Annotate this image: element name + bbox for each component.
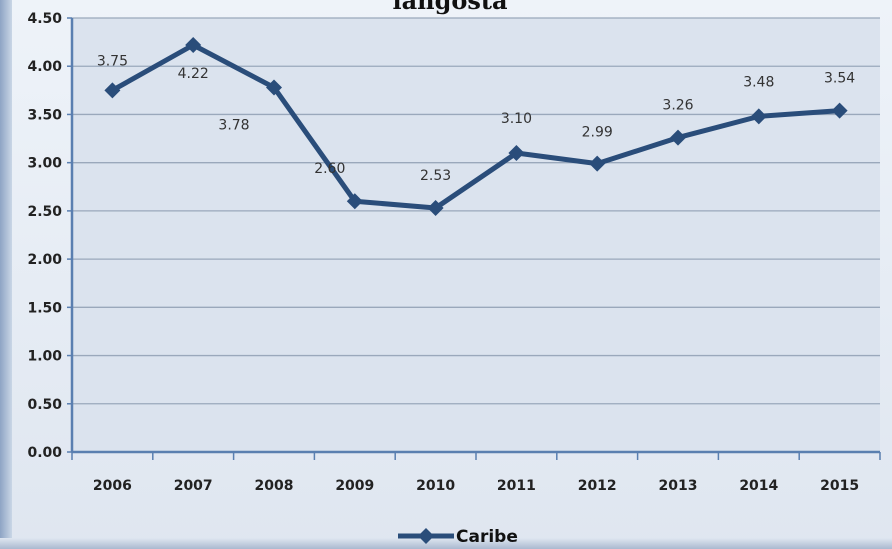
y-tick-label: 0.00: [27, 445, 62, 461]
data-point: [266, 79, 282, 96]
x-tick-label: 2010: [416, 478, 455, 494]
data-label: 4.22: [178, 66, 209, 82]
data-label: 3.48: [743, 74, 774, 90]
legend-label-caribe: Caribe: [456, 527, 518, 547]
data-label: 2.53: [420, 168, 451, 184]
data-point: [750, 108, 767, 125]
x-tick-label: 2014: [739, 478, 778, 494]
x-tick-label: 2008: [255, 478, 294, 494]
y-tick-label: 2.50: [27, 204, 62, 220]
y-tick-label: 3.00: [27, 156, 62, 172]
y-tick-label: 2.00: [27, 252, 62, 268]
x-tick-label: 2015: [820, 478, 859, 494]
data-label: 3.78: [218, 117, 249, 133]
data-point: [346, 193, 363, 210]
data-label: 2.99: [582, 125, 613, 141]
data-point: [670, 129, 686, 146]
x-tick-label: 2012: [578, 478, 617, 494]
y-tick-label: 1.00: [27, 349, 62, 365]
data-label: 3.75: [97, 53, 128, 69]
data-label: 3.54: [824, 71, 855, 87]
y-tick-label: 1.50: [27, 300, 62, 316]
x-tick-label: 2007: [174, 478, 213, 494]
frame-bottom-edge: [0, 538, 892, 549]
data-point: [104, 82, 121, 99]
data-point: [427, 199, 444, 216]
y-tick-label: 4.00: [27, 59, 62, 75]
data-point: [589, 155, 606, 172]
y-tick-label: 4.50: [27, 11, 62, 27]
series-line-caribe: [111, 42, 840, 211]
legend-marker: [418, 528, 434, 544]
x-tick-label: 2011: [497, 478, 536, 494]
data-point: [508, 145, 525, 162]
data-label: 3.26: [662, 98, 693, 114]
data-label: 3.10: [501, 111, 532, 127]
data-point: [185, 37, 202, 54]
data-label: 2.60: [314, 161, 345, 177]
x-tick-label: 2009: [335, 478, 374, 494]
chart-title: langosta: [392, 0, 508, 15]
data-point: [831, 102, 848, 119]
y-tick-label: 0.50: [27, 397, 62, 413]
plot-area: [72, 18, 880, 452]
x-tick-label: 2006: [93, 478, 132, 494]
x-tick-label: 2013: [659, 478, 698, 494]
frame-left-edge: [0, 0, 12, 549]
y-tick-label: 3.50: [27, 107, 62, 123]
